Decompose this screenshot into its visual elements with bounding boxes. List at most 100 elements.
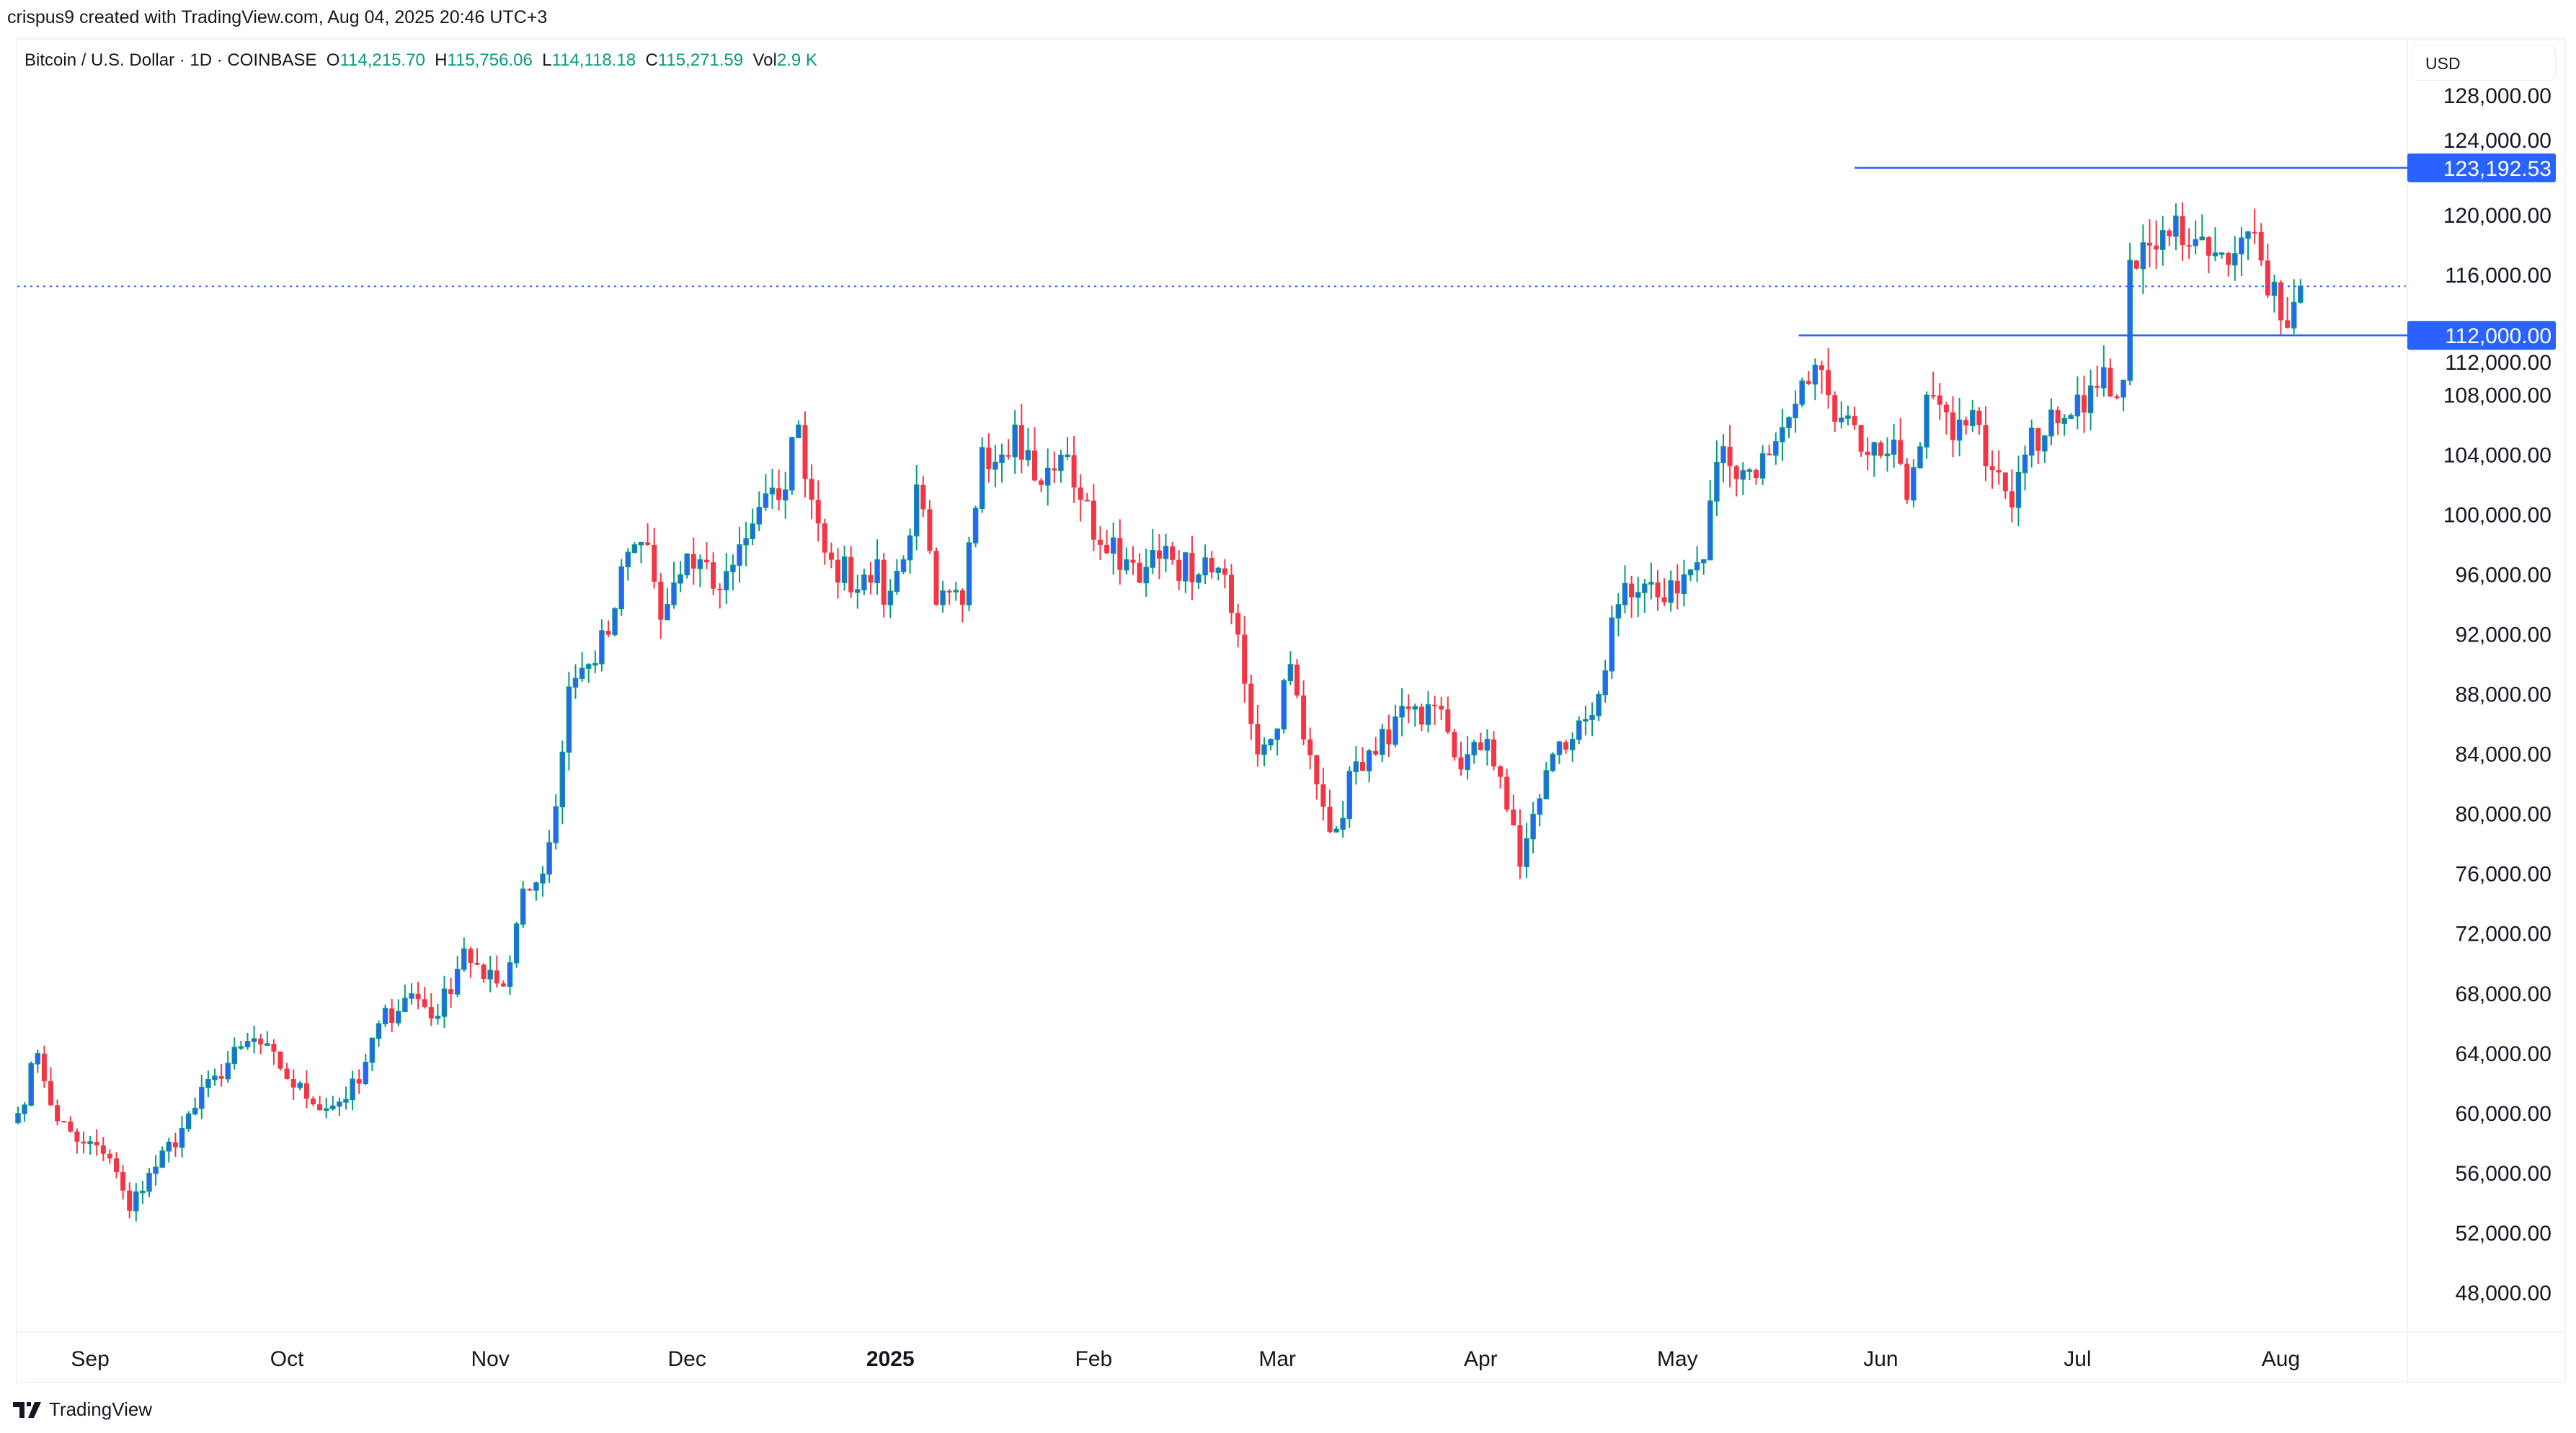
candle-body-down (828, 552, 834, 560)
candle-body-up (441, 988, 448, 1017)
candle-body-down (494, 970, 499, 984)
candle-body-up (2245, 231, 2251, 239)
candle-body-up (1268, 739, 1274, 746)
candle-body-down (881, 559, 887, 605)
candle-body-down (1878, 443, 1883, 456)
candle-body-down (2082, 395, 2087, 413)
candle-body-down (55, 1105, 61, 1122)
candle-body-up (2042, 435, 2048, 452)
close-value: 115,271.59 (657, 50, 744, 70)
candle-body-down (1327, 807, 1333, 833)
candle-body-up (2068, 414, 2074, 420)
candle-body-up (507, 962, 513, 988)
candle-body-up (454, 968, 461, 995)
candle-body-up (1871, 442, 1878, 456)
candle-body-up (330, 1105, 336, 1109)
candle-body-up (1550, 753, 1556, 771)
candle-body-up (1353, 761, 1359, 772)
candle-body-down (422, 999, 427, 1008)
candle-body-up (337, 1101, 342, 1107)
currency-button[interactable]: USD (2412, 45, 2556, 81)
price-axis[interactable]: 128,000.00 124,000.00 120,000.00 116,000.00… (2443, 84, 2551, 1305)
candle-body-down (468, 949, 474, 963)
time-tick-label: Mar (1258, 1347, 1296, 1371)
candle-body-up (15, 1113, 21, 1124)
volume-label: Vol (752, 50, 777, 70)
candle-body-up (769, 487, 776, 494)
candle-body-up (28, 1063, 34, 1106)
volume-value: 2.9 K (776, 50, 817, 70)
candle-body-up (2048, 409, 2054, 437)
candle-body-up (2173, 216, 2179, 237)
price-line-label: 123,192.53 (2443, 157, 2551, 181)
candle-body-down (2278, 282, 2283, 321)
price-tick-label: 116,000.00 (2445, 264, 2551, 288)
candle-body-up (1642, 583, 1648, 593)
candle-body-up (1196, 574, 1202, 583)
candle-body-up (1124, 559, 1129, 571)
candle-body-down (415, 993, 421, 1000)
candle-body-up (1393, 716, 1398, 745)
candle-body-up (861, 574, 867, 590)
candle-body-up (192, 1107, 198, 1115)
candle-body-up (140, 1190, 146, 1194)
candle-body-down (1039, 480, 1044, 485)
price-tick-label: 124,000.00 (2443, 129, 2551, 153)
candle-body-down (1032, 450, 1037, 481)
tradingview-logo[interactable]: TradingView (13, 1398, 152, 1421)
candle-body-up (1556, 741, 1563, 755)
candle-body-down (1629, 583, 1635, 598)
candle-body-up (638, 541, 644, 546)
candle-body-up (1759, 453, 1766, 479)
candle-body-down (1235, 613, 1241, 635)
candle-body-down (1865, 451, 1870, 456)
candle-body-up (678, 574, 683, 584)
candle-body-up (1425, 704, 1431, 725)
candle-body-up (2298, 285, 2304, 303)
candle-body-down (48, 1081, 53, 1106)
candle-body-up (1970, 410, 1976, 426)
candle-body-down (1018, 425, 1024, 460)
candle-body-up (671, 582, 677, 605)
candle-body-up (363, 1062, 369, 1085)
candle-body-up (572, 678, 579, 688)
candle-body-down (1563, 742, 1569, 750)
candle-body-down (1104, 544, 1110, 554)
candle-body-down (2186, 245, 2192, 247)
candle-body-up (841, 556, 848, 583)
price-line-badge (2407, 153, 2556, 182)
candle-body-up (2022, 454, 2028, 474)
candle-body-up (1366, 750, 1372, 772)
candle-body-up (972, 507, 979, 544)
candle-body-down (2114, 396, 2120, 399)
candle-body-up (1668, 580, 1674, 603)
candle-body-up (35, 1053, 41, 1065)
candle-body-up (1065, 454, 1070, 458)
candle-body-down (1478, 742, 1483, 750)
candle-body-down (311, 1099, 316, 1104)
candle-body-down (1983, 425, 1989, 466)
candle-body-up (665, 603, 670, 621)
candle-body-up (199, 1086, 205, 1109)
candle-body-up (1615, 604, 1622, 619)
price-tick-label: 80,000.00 (2456, 803, 2551, 827)
time-tick-label: Feb (1075, 1347, 1113, 1371)
candle-body-down (1360, 761, 1365, 771)
candle-body-up (1058, 454, 1064, 471)
candle-body-down (605, 631, 611, 635)
candle-body-up (1012, 425, 1018, 458)
price-lines[interactable]: 123,192.53 112,000.00 (17, 153, 2556, 350)
candle-body-down (1937, 395, 1942, 405)
time-tick-label: 2025 (866, 1347, 915, 1371)
candle-body-up (2193, 239, 2198, 247)
symbol-title[interactable]: Bitcoin / U.S. Dollar · 1D · COINBASE (25, 50, 317, 70)
candle-body-down (1091, 500, 1096, 540)
candle-body-up (1215, 567, 1222, 573)
candle-body-up (743, 538, 749, 546)
candle-body-down (704, 559, 709, 563)
candle-body-up (2120, 379, 2126, 398)
time-axis[interactable]: Sep Oct Nov Dec 2025 Feb Mar Apr May Jun Jul Aug (71, 1347, 2300, 1371)
candle-body-up (1812, 364, 1818, 385)
candle-body-down (927, 509, 933, 551)
